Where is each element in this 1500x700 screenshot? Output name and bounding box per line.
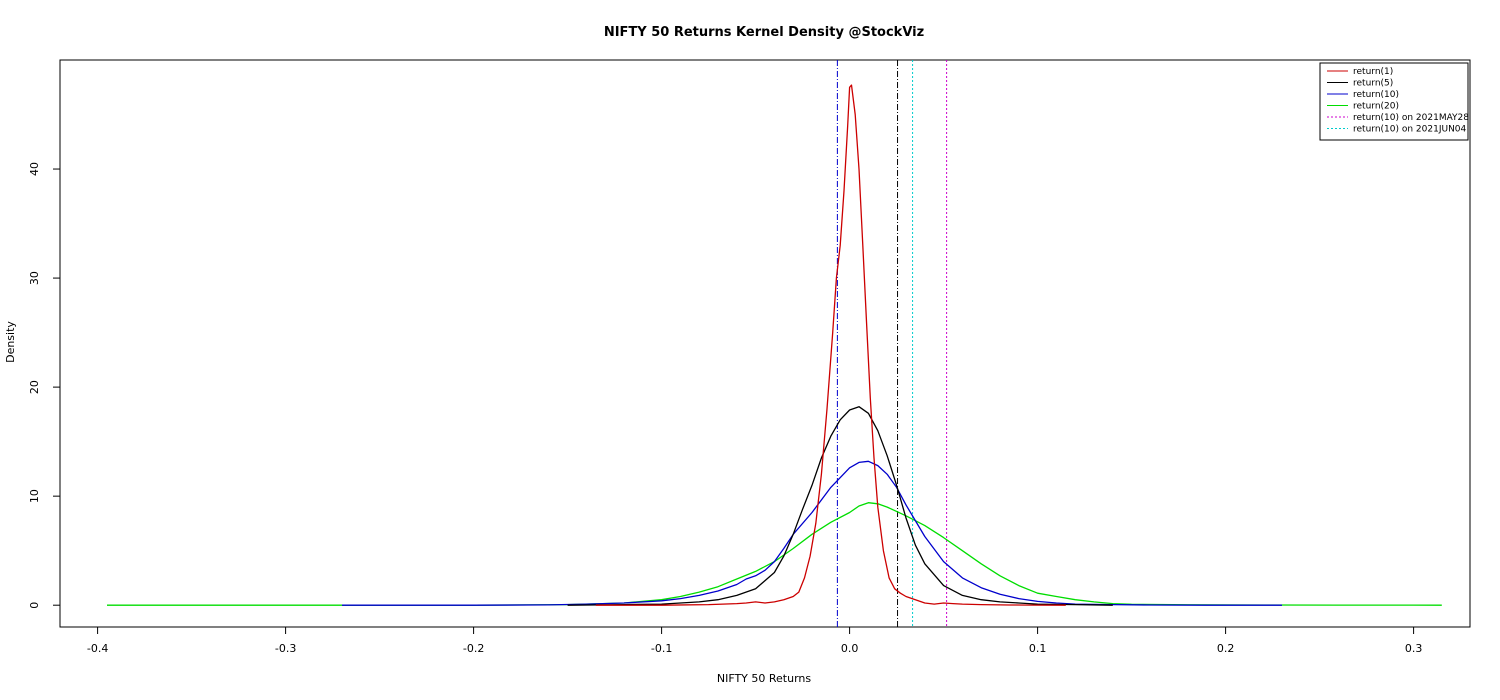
plot-frame [59,59,1471,628]
y-tick-label: 20 [28,380,41,394]
y-tick-label: 0 [28,602,41,609]
x-tick-label: -0.1 [651,642,672,655]
series-line-return-1- [595,84,1066,606]
y-tick-label: 30 [28,271,41,285]
series-line-return-20- [107,502,1442,606]
x-tick-label: 0.1 [1029,642,1047,655]
chart-title: NIFTY 50 Returns Kernel Density @StockVi… [604,25,924,40]
y-axis-label: Density [4,321,17,363]
legend-label: return(1) [1353,67,1393,77]
legend: return(1)return(5)return(10)return(20)re… [1319,62,1469,141]
x-tick-label: -0.3 [275,642,296,655]
x-axis-label: NIFTY 50 Returns [717,672,812,685]
legend-label: return(10) [1353,90,1399,100]
legend-label: return(20) [1353,102,1399,112]
x-tick-label: -0.2 [463,642,484,655]
legend-label: return(10) on 2021MAY28 [1353,113,1469,123]
series-line-return-5- [567,406,1113,606]
x-axis: -0.4 -0.3 -0.2 -0.1 0.0 0.1 0.2 0.3 [87,626,1423,655]
series-lines [107,84,1442,606]
y-tick-label: 10 [28,489,41,503]
x-tick-label: 0.2 [1217,642,1235,655]
x-tick-label: 0.3 [1405,642,1423,655]
y-tick-label: 40 [28,162,41,176]
x-tick-label: -0.4 [87,642,108,655]
legend-box [1319,62,1469,141]
y-axis: 0 10 20 30 40 [28,162,61,609]
legend-label: return(5) [1353,79,1393,89]
legend-label: return(10) on 2021JUN04 [1353,125,1467,135]
x-tick-label: 0.0 [841,642,859,655]
series-line-return-10- [342,460,1282,606]
reference-lines [836,60,948,627]
